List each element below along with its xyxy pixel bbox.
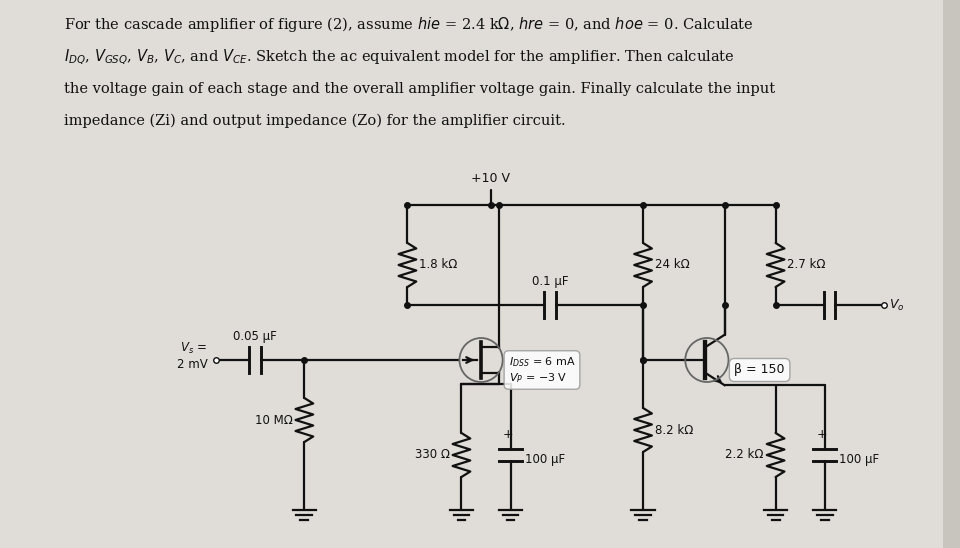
Text: β = 150: β = 150 xyxy=(734,363,785,376)
Text: $I_{DQ}$, $V_{GSQ}$, $V_B$, $V_C$, and $V_{CE}$. Sketch the ac equivalent model : $I_{DQ}$, $V_{GSQ}$, $V_B$, $V_C$, and $… xyxy=(63,47,734,67)
Text: 2.7 kΩ: 2.7 kΩ xyxy=(787,259,826,271)
Text: 10 MΩ: 10 MΩ xyxy=(254,414,293,426)
Text: +10 V: +10 V xyxy=(471,172,511,185)
Text: impedance (Zi) and output impedance (Zo) for the amplifier circuit.: impedance (Zi) and output impedance (Zo)… xyxy=(63,114,565,128)
Text: 24 kΩ: 24 kΩ xyxy=(655,259,689,271)
Text: 0.1 μF: 0.1 μF xyxy=(532,275,568,288)
Text: $I_{DSS}$ = 6 mA
$V_P$ = −3 V: $I_{DSS}$ = 6 mA $V_P$ = −3 V xyxy=(509,355,575,385)
Text: $V_o$: $V_o$ xyxy=(889,298,904,312)
Text: the voltage gain of each stage and the overall amplifier voltage gain. Finally c: the voltage gain of each stage and the o… xyxy=(63,82,775,96)
Text: 100 μF: 100 μF xyxy=(525,453,565,465)
Text: For the cascade amplifier of figure (2), assume $hie$ = 2.4 k$\Omega$, $hre$ = 0: For the cascade amplifier of figure (2),… xyxy=(63,15,754,35)
Text: +: + xyxy=(816,428,828,441)
Text: 100 μF: 100 μF xyxy=(839,453,879,465)
Text: $V_s$ = 
2 mV: $V_s$ = 2 mV xyxy=(178,341,208,371)
Text: 0.05 μF: 0.05 μF xyxy=(233,330,277,343)
Text: 8.2 kΩ: 8.2 kΩ xyxy=(655,424,693,437)
Text: 1.8 kΩ: 1.8 kΩ xyxy=(420,259,458,271)
Text: +: + xyxy=(502,428,513,441)
Text: 2.2 kΩ: 2.2 kΩ xyxy=(726,448,764,461)
Text: 330 Ω: 330 Ω xyxy=(415,448,449,461)
